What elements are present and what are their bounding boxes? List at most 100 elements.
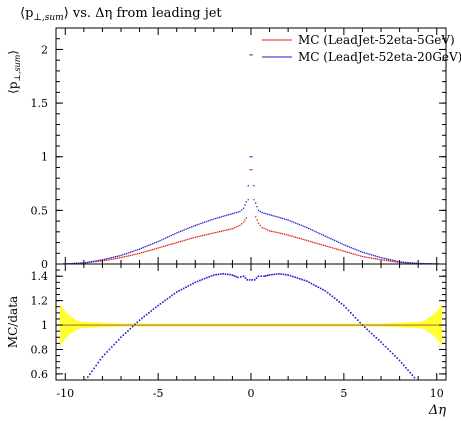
main-series-1-point [244,219,246,221]
main-series-2-point [265,212,267,215]
main-series-2-point [166,236,169,238]
ratio-series-2-point [99,358,102,361]
ratio-series-2-point [359,321,361,324]
ratio-series-2-point [280,273,282,275]
main-series-1-point [107,259,109,261]
main-series-1-point [218,231,221,233]
main-series-1-point [320,244,323,246]
main-series-1-point [395,261,397,263]
main-series-2-point [244,204,246,206]
ratio-series-2-point [110,346,113,348]
main-series-2-point [231,212,234,215]
main-series-2-point [168,235,170,238]
main-series-2-point [280,217,282,219]
main-series-2-point [224,215,226,217]
main-series-1-point [293,236,295,238]
main-series-1-point [135,253,137,255]
ratio-series-2-point [101,356,104,358]
main-series-2-point [359,250,362,253]
ratio-series-2-point [143,315,146,318]
ratio-series-1-point [330,324,332,326]
ratio-series-2-point [95,364,97,367]
main-series-2-point [249,156,251,158]
main-series-2-point [276,216,278,218]
ratio-series-1-point [146,324,148,326]
ratio-series-1-point [215,324,217,326]
main-series-1-point [213,232,215,234]
main-series-1-point [304,239,306,241]
main-series-1-point [176,241,178,244]
ratio-series-2-point [263,275,265,278]
main-series-2-point [216,217,219,219]
main-series-1-point [265,228,267,230]
ratio-series-1-point [174,324,176,326]
main-series-2-point [192,225,195,227]
main-series-2-point [267,213,269,215]
main-series-2-point [73,262,76,264]
ratio-series-1-point [246,324,248,326]
ratio-series-2-point [113,343,115,346]
ratio-series-1-point [172,324,174,326]
x-tick-label: 10 [430,387,444,400]
main-series-1-point [278,232,280,234]
ratio-series-1-point [81,324,83,326]
main-series-2-point [408,262,410,264]
ratio-series-1-point [341,324,343,326]
ratio-series-1-point [276,324,278,326]
ratio-series-2-point [255,277,258,279]
main-series-2-point [363,252,365,254]
main-series-2-point [291,220,293,223]
main-series-2-point [90,261,92,263]
main-series-1-point [346,251,349,253]
legend: MC (LeadJet-52eta-5GeV) MC (LeadJet-52et… [262,33,461,64]
main-series-2-point [335,240,338,242]
ratio-series-2-point [120,336,122,339]
main-series-1-point [122,256,124,258]
ratio-series-2-point [141,317,143,320]
ratio-series-2-point [171,294,173,297]
main-series-1-point [196,236,198,238]
main-series-2-point [287,219,289,221]
main-series-2-point [272,215,274,217]
ratio-series-1-point [155,324,157,326]
ratio-series-1-point [332,324,334,326]
x-tick-label: 5 [340,387,347,400]
main-series-2-point [296,223,299,225]
ratio-series-2-point [131,325,134,328]
ratio-series-2-point [155,306,157,309]
ratio-series-1-point [432,324,434,326]
ratio-series-1-point [436,324,438,326]
main-series-1-point [228,228,230,231]
ratio-frame [55,263,447,381]
main-series-2-point [163,238,165,240]
main-series-1-point [348,252,351,254]
main-series-1-point [343,250,345,252]
main-series-1-point [324,245,326,247]
ratio-series-1-point [308,324,310,326]
ratio-series-1-point [101,324,103,326]
main-series-1-point [385,259,388,262]
main-series-2-point [328,237,330,239]
main-series-1-point [103,259,105,262]
main-series-1-point [247,199,249,201]
ratio-series-1-point [142,324,144,326]
ratio-series-1-point [296,324,298,326]
ratio-series-2-point [194,281,197,284]
ratio-series-1-point [321,324,323,326]
ratio-series-1-point [185,324,187,326]
main-series-1-point [372,257,375,260]
main-series-1-point [376,258,378,260]
main-series-2-point [116,255,118,257]
main-series-1-point [194,236,196,238]
ratio-series-2-point [138,319,141,321]
ratio-series-2-point [384,345,387,348]
ratio-series-1-point [306,324,308,326]
main-series-2-point [259,210,261,213]
main-series-2-point [155,241,157,243]
ratio-series-1-point [152,324,154,326]
ratio-series-1-point [179,324,181,326]
main-series-1-point [96,260,98,263]
ratio-series-1-point [350,324,352,326]
main-series-2-point [247,185,249,187]
ratio-series-1-point [376,324,378,326]
